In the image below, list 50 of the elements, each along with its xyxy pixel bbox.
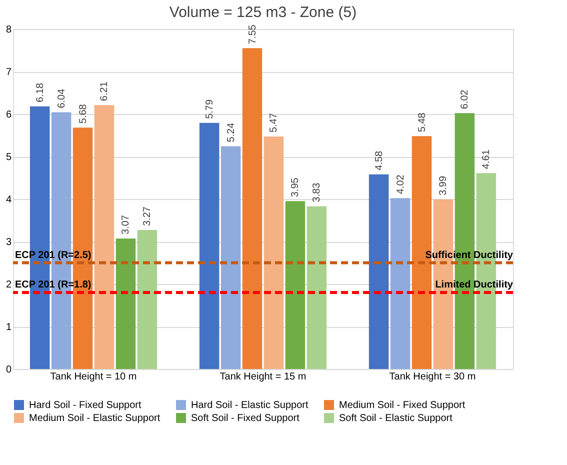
data-label: 5.48 — [416, 112, 428, 132]
data-label: 7.55 — [247, 24, 258, 44]
y-tick-label: 8 — [6, 24, 12, 36]
bar — [285, 201, 306, 369]
bar — [242, 48, 262, 369]
bar — [368, 174, 389, 369]
data-label: 3.27 — [142, 206, 154, 226]
y-tick-label: 1 — [6, 322, 12, 333]
y-tick-label: 5 — [6, 152, 12, 163]
data-label: 4.61 — [481, 149, 492, 170]
data-label: 4.58 — [374, 150, 385, 170]
legend-label: Hard Soil - Fixed Support — [29, 400, 142, 411]
x-tick-label: Tank Height = 30 m — [389, 372, 476, 382]
annotation: Limited Ductility — [435, 280, 514, 290]
y-tick-label: 7 — [6, 67, 12, 78]
bar — [116, 238, 136, 369]
data-label: 6.18 — [34, 82, 46, 102]
bar — [390, 198, 410, 369]
y-tick-label: 2 — [6, 280, 12, 290]
data-label: 3.99 — [438, 176, 450, 196]
y-tick-label: 6 — [6, 110, 12, 120]
x-tick-label: Tank Height = 15 m — [220, 372, 306, 382]
data-label: 6.02 — [460, 89, 471, 110]
y-tick-label: 0 — [6, 364, 12, 376]
legend-label: Medium Soil - Fixed Support — [339, 400, 466, 411]
bar — [94, 105, 114, 369]
y-tick-label: 4 — [6, 194, 12, 206]
legend-label: Hard Soil - Elastic Support — [191, 400, 308, 411]
x-tick-label: Tank Height = 10 m — [50, 372, 137, 382]
data-label: 5.47 — [268, 112, 280, 133]
legend-label: Soft Soil - Fixed Support — [191, 413, 300, 424]
legend-label: Medium Soil - Elastic Support — [29, 413, 160, 424]
data-label: 6.04 — [56, 88, 68, 108]
bar — [264, 136, 284, 369]
y-tick-label: 3 — [6, 237, 12, 248]
data-label: 3.07 — [120, 214, 132, 235]
data-label: 6.21 — [99, 81, 110, 102]
data-label: 3.83 — [312, 182, 323, 202]
bar — [199, 122, 220, 369]
chart-title: Volume = 125 m3 - Zone (5) — [169, 4, 357, 21]
legend-label: Soft Soil - Elastic Support — [339, 413, 453, 424]
bar — [137, 230, 158, 369]
bar — [306, 206, 327, 369]
data-label: 3.95 — [290, 177, 302, 198]
data-label: 5.24 — [226, 122, 237, 142]
data-label: 5.79 — [204, 99, 216, 119]
bar — [220, 146, 241, 369]
data-label: 5.68 — [78, 104, 89, 124]
annotation: Sufficient Ductility — [425, 250, 514, 261]
data-label: 4.02 — [395, 174, 406, 194]
